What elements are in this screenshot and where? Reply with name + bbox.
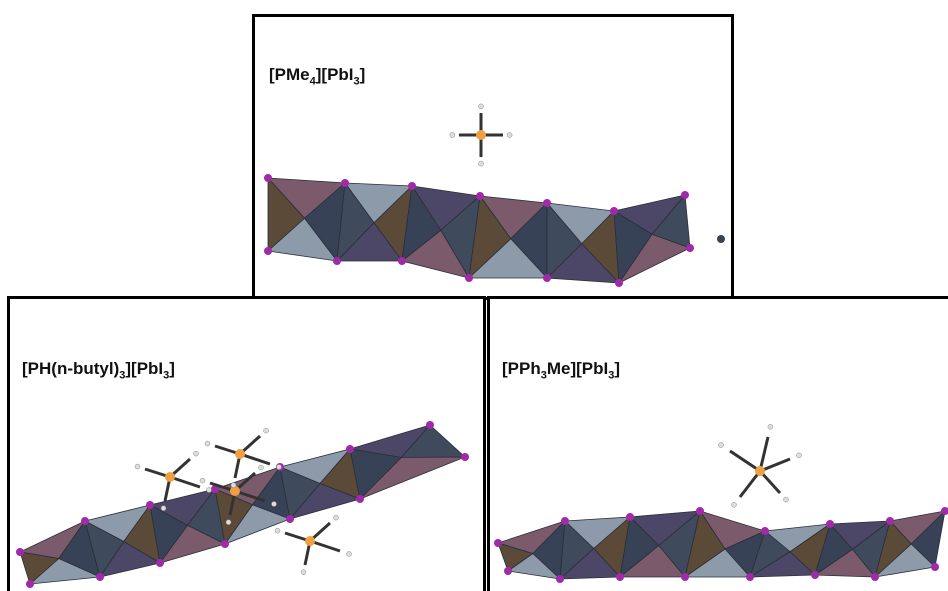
label-text: ] <box>360 65 366 84</box>
hydrogen <box>226 520 231 525</box>
label-text: ][PbI <box>125 359 163 378</box>
structure <box>255 17 734 300</box>
hydrogen <box>207 488 212 493</box>
hydrogen <box>768 424 773 429</box>
hydrogen <box>200 478 205 483</box>
iodine-atom <box>333 257 341 265</box>
iodine-atom <box>681 191 689 199</box>
hydrogen <box>479 104 484 109</box>
iodine-atom <box>286 515 294 523</box>
hydrogen <box>194 451 199 456</box>
iodine-atom <box>356 495 364 503</box>
iodine-atom <box>561 517 569 525</box>
iodine-atom <box>221 540 229 548</box>
hydrogen <box>259 465 264 470</box>
hydrogen <box>732 502 737 507</box>
iodine-atom <box>341 179 349 187</box>
panel: [PMe4][PbI3] <box>252 14 734 300</box>
iodine-atom <box>886 517 894 525</box>
iodine-atom <box>681 573 689 581</box>
bond <box>730 451 760 471</box>
iodine-atom <box>556 575 564 583</box>
iodine-atom <box>871 573 879 581</box>
iodine-atom <box>615 279 623 287</box>
iodine-atom <box>146 501 154 509</box>
iodine-atom <box>543 199 551 207</box>
hydrogen <box>231 483 236 488</box>
hydrogen <box>450 133 455 138</box>
hydrogen <box>277 465 282 470</box>
label-text: ] <box>614 359 620 378</box>
iodine-atom <box>461 453 469 461</box>
hydrogen <box>507 133 512 138</box>
figure: [PMe4][PbI3] [PH(n-butyl)3][PbI3] [PPh3M… <box>0 0 948 591</box>
label-text: [PH(n-butyl) <box>22 359 119 378</box>
iodine-atom <box>811 571 819 579</box>
hydrogen <box>797 453 802 458</box>
panel-label: [PPh3Me][PbI3] <box>502 359 620 381</box>
iodine-atom <box>26 580 34 588</box>
hydrogen <box>272 502 277 507</box>
hydrogen <box>479 161 484 166</box>
iodine-atom <box>626 513 634 521</box>
label-text: [PPh <box>502 359 541 378</box>
phosphorus <box>305 536 315 546</box>
iodine-atom <box>476 192 484 200</box>
iodine-atom <box>16 548 24 556</box>
phosphorus <box>755 466 765 476</box>
hydrogen <box>275 528 280 533</box>
hydrogen <box>784 497 789 502</box>
iodine-atom <box>264 247 272 255</box>
structure <box>10 299 486 591</box>
hydrogen <box>719 443 724 448</box>
hydrogen <box>264 428 269 433</box>
label-text: [PMe <box>269 65 310 84</box>
phosphorus <box>165 472 175 482</box>
panel: [PH(n-butyl)3][PbI3] <box>7 296 486 591</box>
label-text: ] <box>169 359 175 378</box>
phosphorus <box>476 130 486 140</box>
iodine-atom <box>465 274 473 282</box>
iodine-atom <box>610 207 618 215</box>
iodine-atom <box>96 573 104 581</box>
label-text: Me][PbI <box>547 359 608 378</box>
lead-atom <box>717 235 725 243</box>
iodine-atom <box>426 421 434 429</box>
hydrogen <box>347 552 352 557</box>
panel-label: [PH(n-butyl)3][PbI3] <box>22 359 175 381</box>
iodine-atom <box>81 517 89 525</box>
iodine-atom <box>156 559 164 567</box>
iodine-atom <box>398 257 406 265</box>
panel: [PPh3Me][PbI3] <box>487 296 948 591</box>
iodine-atom <box>504 567 512 575</box>
iodine-atom <box>746 573 754 581</box>
panel-label: [PMe4][PbI3] <box>269 65 365 87</box>
hydrogen <box>135 464 140 469</box>
hydrogen <box>334 515 339 520</box>
iodine-atom <box>826 520 834 528</box>
iodine-atom <box>494 539 502 547</box>
structure <box>490 299 948 591</box>
iodine-atom <box>686 244 694 252</box>
phosphorus <box>235 449 245 459</box>
iodine-atom <box>264 174 272 182</box>
iodine-atom <box>931 563 939 571</box>
hydrogen <box>301 570 306 575</box>
iodine-atom <box>696 507 704 515</box>
hydrogen <box>205 441 210 446</box>
iodine-atom <box>761 527 769 535</box>
hydrogen <box>161 506 166 511</box>
bond <box>760 437 768 471</box>
label-text: ][PbI <box>316 65 354 84</box>
iodine-atom <box>408 182 416 190</box>
iodine-atom <box>346 445 354 453</box>
iodine-atom <box>543 274 551 282</box>
iodine-atom <box>616 573 624 581</box>
